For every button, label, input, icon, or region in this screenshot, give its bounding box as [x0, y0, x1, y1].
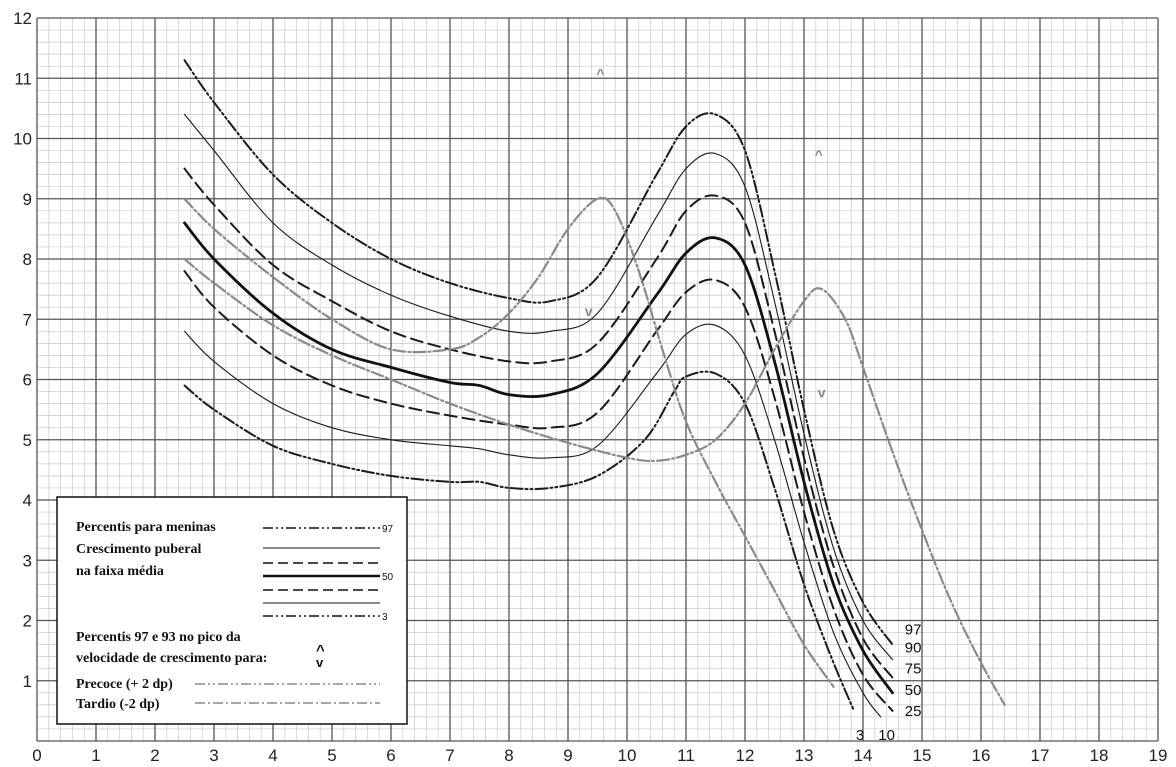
x-tick-label: 13	[795, 746, 814, 765]
x-tick-label: 7	[445, 746, 454, 765]
percentile-curves	[183, 59, 1006, 718]
y-tick-label: 2	[23, 612, 32, 631]
curve-end-label: 90	[905, 640, 922, 657]
x-tick-label: 18	[1090, 746, 1109, 765]
y-tick-label: 9	[23, 190, 32, 209]
peak-markers: ^ v ^ v	[585, 65, 826, 400]
x-tick-label: 0	[32, 746, 41, 765]
legend-box	[56, 496, 408, 725]
x-tick-label: 14	[854, 746, 873, 765]
curve-end-label: 25	[905, 703, 922, 720]
peak-marker: ^	[815, 147, 823, 163]
legend-label-3: 3	[382, 612, 388, 623]
curve-end-label: 97	[905, 622, 922, 639]
series-line-75	[183, 167, 894, 679]
y-tick-label: 5	[23, 431, 32, 450]
y-tick-label: 1	[23, 672, 32, 691]
x-tick-label: 2	[150, 746, 159, 765]
legend-tardio-label: Tardio (-2 dp)	[76, 697, 160, 712]
legend-peak-line-1: Percentis 97 e 93 no pico da	[76, 630, 241, 645]
x-tick-label: 15	[913, 746, 932, 765]
legend-peak-symbol-up: ^	[316, 642, 325, 659]
x-tick-label: 16	[972, 746, 991, 765]
peak-marker: v	[585, 303, 593, 319]
y-tick-label: 4	[23, 491, 32, 510]
x-tick-label: 3	[209, 746, 218, 765]
x-tick-label: 1	[91, 746, 100, 765]
legend-subtitle-2: na faixa média	[76, 564, 164, 579]
x-tick-label: 4	[268, 746, 277, 765]
peak-marker: ^	[596, 65, 604, 81]
curve-end-label: 10	[878, 727, 895, 744]
y-tick-label: 7	[23, 310, 32, 329]
y-tick-label: 12	[13, 9, 32, 28]
y-tick-label: 3	[23, 551, 32, 570]
legend-label-97: 97	[382, 524, 394, 535]
y-tick-label: 6	[23, 371, 32, 390]
peak-marker: v	[818, 385, 826, 401]
series-line-10	[183, 323, 882, 718]
legend-title: Percentis para meninas	[76, 520, 216, 535]
y-tick-label: 10	[13, 130, 32, 149]
series-line-97	[183, 59, 894, 646]
y-tick-label: 8	[23, 250, 32, 269]
x-tick-label: 17	[1031, 746, 1050, 765]
legend-subtitle-1: Crescimento puberal	[76, 542, 201, 557]
x-tick-label: 5	[327, 746, 336, 765]
curve-end-label: 75	[905, 661, 922, 678]
x-axis-tick-labels: 0 1 2 3 4 5 6 7 8 9 10 11 12 13 14 15 16 17 18 19	[32, 746, 1167, 765]
legend: Percentis para meninas Crescimento puber…	[56, 496, 408, 725]
legend-peak-symbol-down: v	[316, 655, 324, 670]
y-tick-label: 11	[14, 69, 32, 88]
series-line-precoce-2-dp	[183, 196, 835, 688]
curve-end-label: 50	[905, 682, 922, 699]
legend-peak-line-2: velocidade de crescimento para:	[76, 651, 267, 666]
series-line-90	[183, 113, 894, 661]
legend-precoce-label: Precoce (+ 2 dp)	[76, 677, 173, 692]
x-tick-label: 10	[618, 746, 637, 765]
x-tick-label: 6	[386, 746, 395, 765]
x-tick-label: 19	[1149, 746, 1168, 765]
curve-end-label: 3	[856, 727, 864, 744]
x-tick-label: 11	[677, 746, 695, 765]
series-line-tardio-2-dp	[183, 257, 1006, 706]
x-tick-label: 12	[736, 746, 755, 765]
series-line-25	[183, 270, 894, 712]
legend-label-50: 50	[382, 572, 394, 583]
series-line-3	[183, 370, 856, 712]
x-tick-label: 8	[504, 746, 513, 765]
series-line-50	[183, 221, 894, 695]
x-tick-label: 9	[563, 746, 572, 765]
